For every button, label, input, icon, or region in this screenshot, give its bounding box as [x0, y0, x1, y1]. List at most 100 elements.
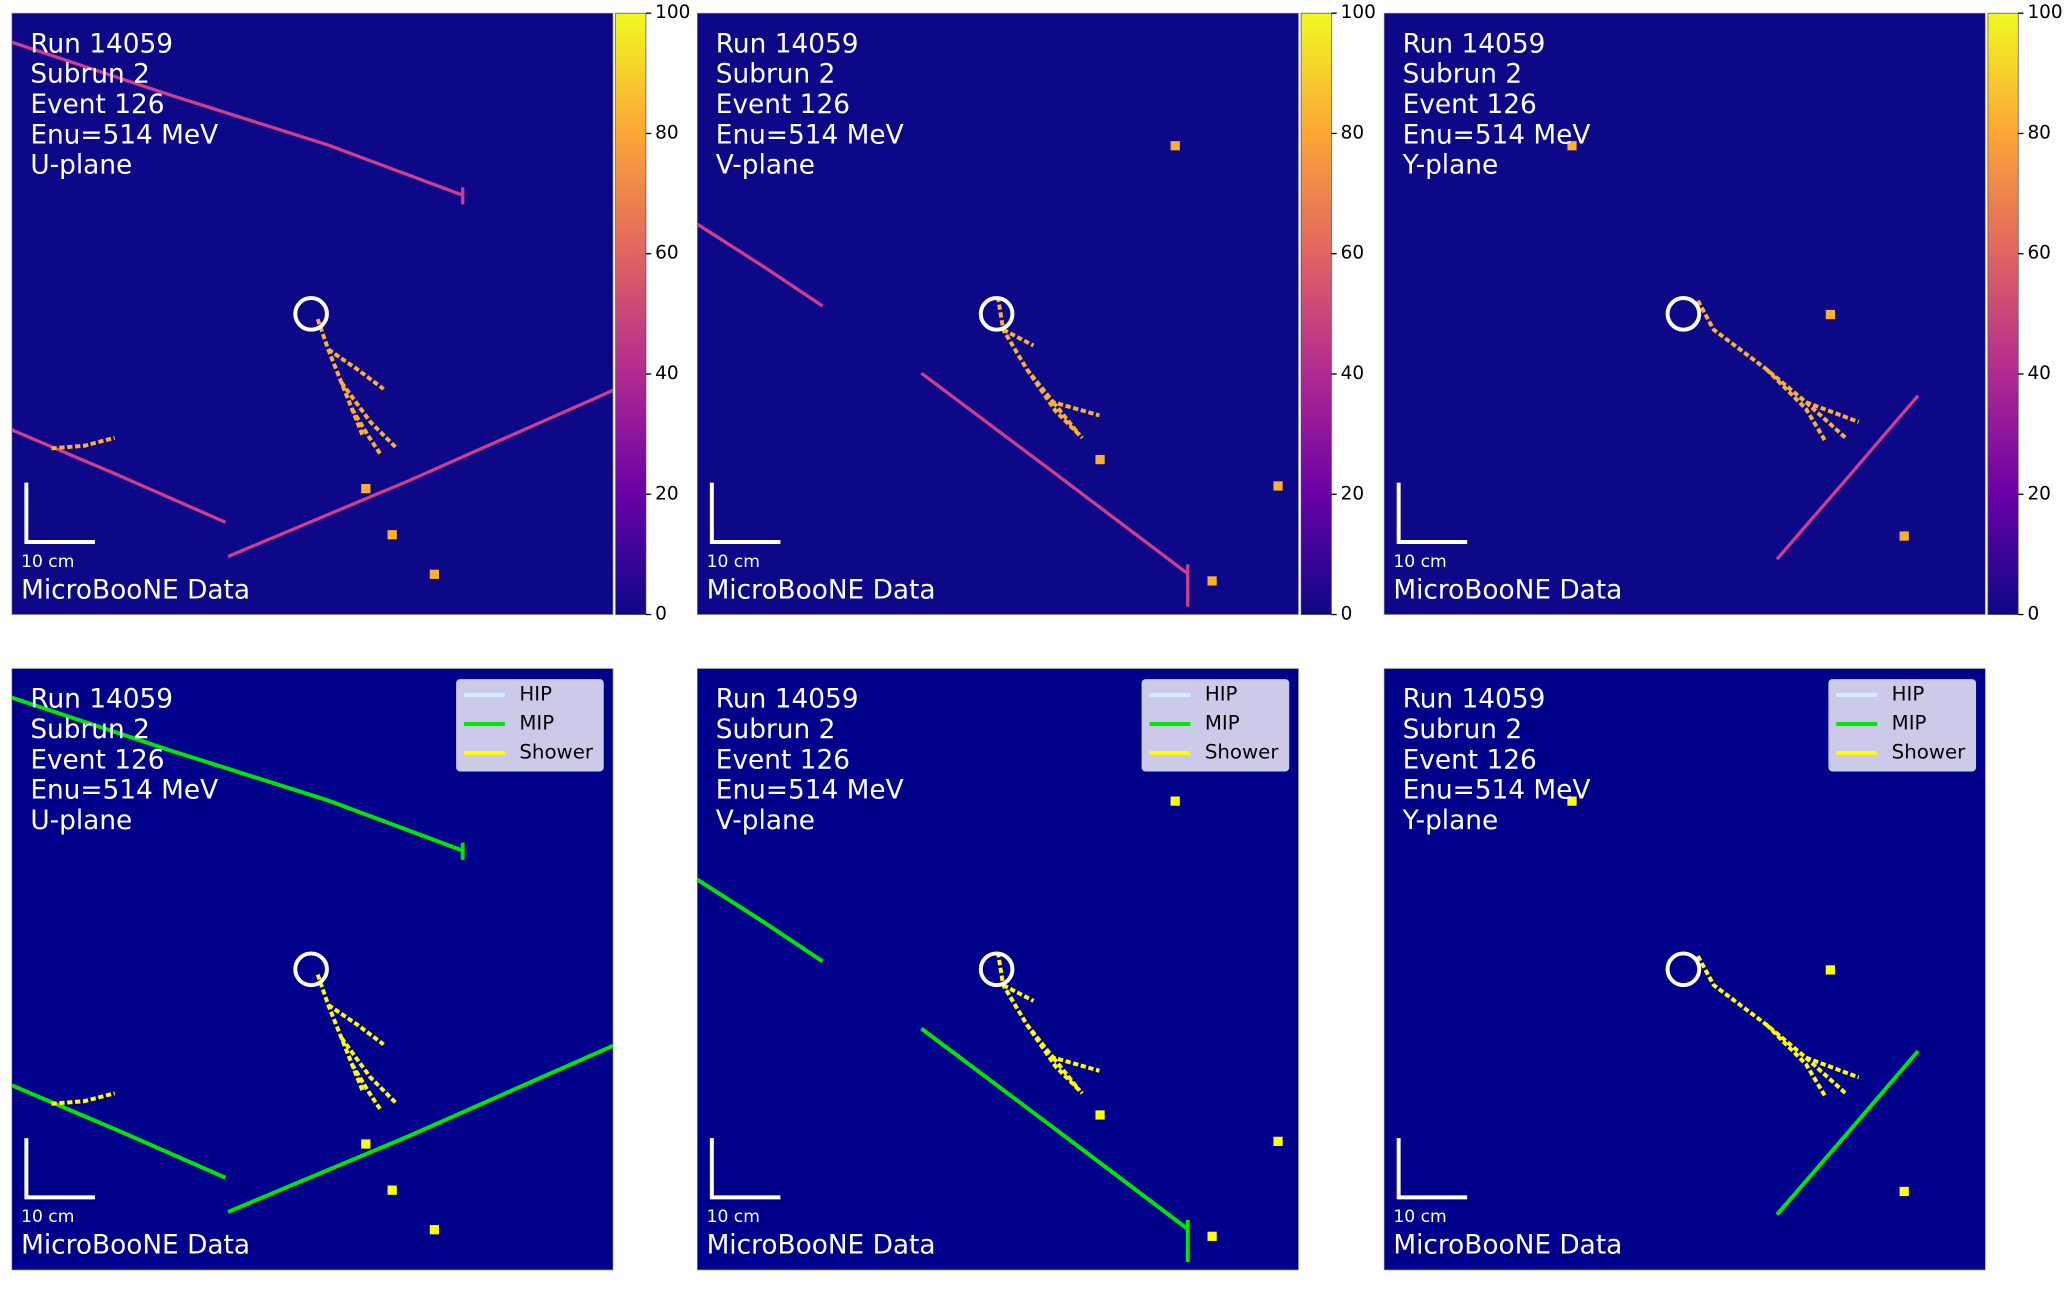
colorbar-tick-label: 0 — [2027, 604, 2039, 625]
event-info: Event 126 — [1403, 90, 1537, 120]
legend-label: HIP — [1892, 682, 1925, 705]
legend-label: HIP — [519, 682, 552, 705]
event-info: Y-plane — [1402, 806, 1499, 836]
scale-bar — [1396, 482, 1468, 544]
hit-cluster — [387, 1185, 397, 1195]
vertex-marker — [1665, 951, 1702, 988]
data-label: MicroBooNE Data — [707, 1231, 936, 1261]
colorbar-tick-label: 20 — [1341, 483, 1364, 504]
hit-cluster — [429, 1225, 439, 1235]
shower-track — [339, 381, 399, 450]
event-info: Run 14059 — [716, 29, 859, 59]
event-info: Y-plane — [1402, 151, 1499, 181]
event-info: Event 126 — [30, 90, 164, 120]
vertex-marker — [293, 951, 329, 988]
scale-bar — [709, 1138, 781, 1200]
hit-cluster — [1825, 309, 1835, 320]
colorbar-tick-label: 100 — [2027, 2, 2062, 23]
shower-track — [51, 435, 116, 451]
scale-label: 10 cm — [707, 552, 760, 572]
hit-cluster — [1273, 481, 1283, 491]
hit-cluster — [1170, 796, 1180, 806]
vertex-marker — [978, 296, 1015, 332]
shower-track — [1002, 983, 1035, 1003]
shower-track — [327, 347, 385, 391]
colorbar — [615, 12, 647, 615]
hit-cluster — [1899, 531, 1909, 541]
event-info: Enu=514 MeV — [716, 776, 904, 806]
event-info: Subrun 2 — [716, 60, 836, 90]
scale-bar — [24, 482, 95, 544]
mip-track — [11, 1083, 227, 1180]
shower-track — [1051, 1056, 1082, 1092]
scale-label: 10 cm — [707, 1207, 760, 1227]
scale-bar — [709, 482, 781, 544]
vertex-marker — [293, 296, 329, 332]
event-info: Enu=514 MeV — [30, 120, 218, 150]
shower-track — [327, 1003, 385, 1047]
mip-track — [920, 1027, 1189, 1231]
hit-cluster — [1207, 1231, 1217, 1241]
event-info: Run 14059 — [1403, 29, 1546, 59]
shower-track — [1804, 1056, 1847, 1095]
colorbar-tick-label: 100 — [655, 2, 690, 23]
event-info: Subrun 2 — [1403, 60, 1523, 90]
shower-track — [1765, 367, 1828, 443]
hit-cluster — [1273, 1136, 1283, 1146]
legend-box — [1828, 679, 1977, 772]
mip-track — [11, 40, 464, 197]
hit-cluster — [1567, 141, 1577, 151]
colorbar-tick-label: 80 — [2027, 122, 2050, 143]
panel-background — [697, 12, 1299, 615]
panel-background — [1383, 12, 1986, 615]
event-info: Subrun 2 — [716, 715, 836, 745]
colorbar-tick-label: 100 — [1341, 2, 1376, 23]
data-label: MicroBooNE Data — [1393, 1231, 1622, 1261]
scale-label: 10 cm — [1393, 552, 1446, 572]
mip-track — [920, 371, 1189, 575]
scale-label: 10 cm — [21, 552, 74, 572]
colorbar-tick-label: 0 — [655, 604, 667, 625]
mip-track — [696, 222, 824, 308]
legend-label: Shower — [519, 740, 593, 763]
event-info: V-plane — [716, 806, 815, 836]
scale-bar — [1396, 1138, 1468, 1200]
colorbar-tick-label: 80 — [655, 122, 678, 143]
event-info: Enu=514 MeV — [1403, 776, 1591, 806]
event-info: Subrun 2 — [30, 60, 150, 90]
colorbar-tick-label: 20 — [655, 483, 678, 504]
event-info: Subrun 2 — [1403, 715, 1523, 745]
scale-label: 10 cm — [1393, 1207, 1446, 1227]
event-info: Event 126 — [1403, 745, 1537, 775]
hit-cluster — [1899, 1186, 1909, 1197]
legend-label: MIP — [519, 711, 554, 734]
mip-track — [1775, 1049, 1920, 1216]
scale-label: 10 cm — [21, 1207, 74, 1227]
mip-track — [227, 1043, 614, 1214]
event-info: Run 14059 — [1403, 685, 1546, 715]
hit-cluster — [361, 1139, 371, 1149]
shower-track — [995, 951, 1100, 1073]
legend-label: Shower — [1892, 740, 1966, 763]
hit-cluster — [361, 483, 371, 494]
event-info: Enu=514 MeV — [30, 776, 218, 806]
shower-track — [350, 407, 383, 457]
shower-track — [1051, 400, 1082, 437]
colorbar-tick-label: 40 — [2027, 363, 2050, 384]
mip-track — [696, 877, 824, 964]
legend-label: MIP — [1892, 711, 1927, 734]
hit-cluster — [1170, 141, 1180, 151]
shower-track — [51, 1091, 116, 1106]
event-info: Event 126 — [716, 90, 850, 120]
legend-label: MIP — [1205, 711, 1240, 734]
event-info: Enu=514 MeV — [1403, 120, 1591, 150]
mip-track — [227, 388, 614, 559]
colorbar-tick-label: 60 — [1341, 243, 1364, 264]
legend-box — [456, 679, 604, 772]
